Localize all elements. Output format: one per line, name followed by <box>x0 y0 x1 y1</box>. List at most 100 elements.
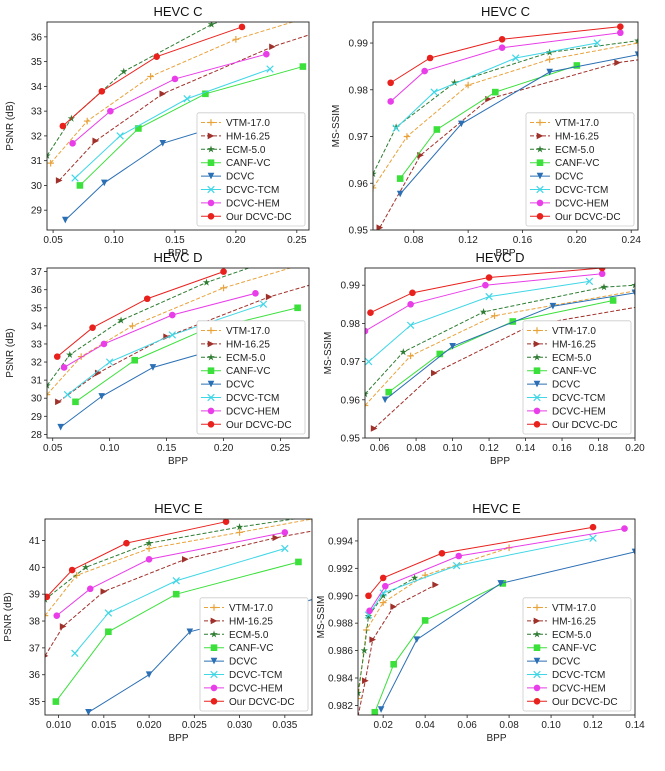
data-point <box>55 177 63 184</box>
x-tick-label: 0.06 <box>370 443 390 454</box>
data-point <box>614 59 621 66</box>
y-tick-label: 36 <box>31 32 43 43</box>
series-dcvc-hem <box>366 525 628 615</box>
data-point <box>485 292 493 301</box>
axes-frame <box>46 21 310 231</box>
legend-entry: DCVC-HEM <box>201 406 280 417</box>
legend-label: VTM-17.0 <box>226 326 270 337</box>
legend-entry: CANF-VC <box>201 366 270 377</box>
data-point <box>464 81 472 89</box>
legend-label: CANF-VC <box>226 366 270 377</box>
plot-area <box>47 22 309 224</box>
data-point <box>143 295 151 303</box>
series-line <box>368 280 590 362</box>
y-tick-label: 0.97 <box>349 132 369 143</box>
x-tick-label: 0.08 <box>406 443 426 454</box>
series-dcvc-tcm <box>63 300 268 399</box>
legend-entry: DCVC-TCM <box>204 670 282 681</box>
legend-entry: DCVC <box>530 172 583 183</box>
legend-marker <box>533 617 541 625</box>
legend-label: DCVC <box>226 380 254 391</box>
data-point <box>120 67 128 75</box>
legend-label: Our DCVC-DC <box>552 420 618 431</box>
legend-marker <box>533 670 541 679</box>
data-point <box>362 677 369 685</box>
data-point <box>235 523 244 531</box>
data-point <box>71 649 79 657</box>
series-line <box>46 521 227 598</box>
series-hm-16-25 <box>55 34 309 184</box>
legend-entry: CANF-VC <box>530 158 599 169</box>
legend-marker <box>210 617 218 625</box>
data-point <box>650 301 657 308</box>
legend-label: CANF-VC <box>552 643 596 654</box>
legend-label: DCVC-HEM <box>226 406 280 417</box>
data-point <box>593 39 601 47</box>
data-point <box>281 529 289 536</box>
data-point <box>379 599 387 606</box>
data-point <box>403 133 411 140</box>
data-point <box>159 90 167 98</box>
series-dcvc-hem <box>53 529 289 619</box>
series-canf-vc <box>396 62 581 182</box>
data-point <box>299 63 307 70</box>
chart-title: HEVC D <box>153 250 202 265</box>
x-tick-label: 0.10 <box>104 235 124 246</box>
legend-entry: DCVC-HEM <box>527 683 606 694</box>
x-tick-label: 0.05 <box>43 235 63 246</box>
legend: VTM-17.0 HM-16.25 ECM-5.0 CANF-VC DCVC DCVC-T… <box>199 597 309 712</box>
series-vtm-17-0 <box>365 287 635 409</box>
data-point <box>220 284 227 292</box>
data-point <box>47 159 54 167</box>
x-tick-label: 0.08 <box>404 235 424 246</box>
data-point <box>207 22 216 28</box>
legend-entry: DCVC <box>527 657 580 668</box>
legend-entry: DCVC <box>201 172 254 183</box>
legend-entry: Our DCVC-DC <box>527 420 618 431</box>
data-point <box>277 253 284 260</box>
legend: VTM-17.0 HM-16.25 ECM-5.0 CANF-VC DCVC DCVC-T… <box>522 320 632 435</box>
legend-entry: VTM-17.0 <box>527 603 596 614</box>
data-point <box>631 281 635 289</box>
legend-marker <box>536 119 544 126</box>
legend-marker <box>207 145 215 153</box>
legend-entry: CANF-VC <box>527 643 596 654</box>
legend-marker <box>207 119 215 126</box>
legend-label: Our DCVC-DC <box>229 697 295 708</box>
legend-entry: Our DCVC-DC <box>201 212 292 223</box>
data-point <box>153 53 160 60</box>
data-point <box>376 224 384 230</box>
data-point <box>266 65 274 73</box>
legend-entry: VTM-17.0 <box>204 603 273 614</box>
legend-entry: HM-16.25 <box>530 131 599 142</box>
series-canf-vc <box>76 63 307 189</box>
series-line <box>62 26 243 127</box>
legend-label: DCVC <box>555 172 583 183</box>
data-point <box>431 369 438 377</box>
data-point <box>410 574 419 582</box>
series-our-dcvc-dc <box>387 23 624 87</box>
series-line <box>380 551 635 710</box>
series-line <box>45 519 298 600</box>
y-tick-label: 38 <box>29 617 41 628</box>
data-point <box>421 67 428 75</box>
data-point <box>172 590 180 598</box>
data-point <box>609 297 617 304</box>
legend-label: DCVC <box>226 172 254 183</box>
legend-box <box>199 597 309 712</box>
legend-entry: DCVC <box>527 380 580 391</box>
legend-entry: CANF-VC <box>204 643 273 654</box>
data-point <box>172 577 180 585</box>
legend-label: DCVC-HEM <box>552 683 606 694</box>
y-tick-label: 0.96 <box>341 395 361 406</box>
series-line <box>72 53 267 144</box>
x-tick-label: 0.15 <box>165 235 185 246</box>
series-line <box>399 54 638 195</box>
data-point <box>655 54 662 61</box>
data-point <box>145 539 153 547</box>
series-line <box>370 268 603 314</box>
legend-label: DCVC-TCM <box>555 185 608 196</box>
y-tick-label: 31 <box>31 156 43 167</box>
y-tick-label: 29 <box>31 412 43 423</box>
data-point <box>85 709 92 715</box>
